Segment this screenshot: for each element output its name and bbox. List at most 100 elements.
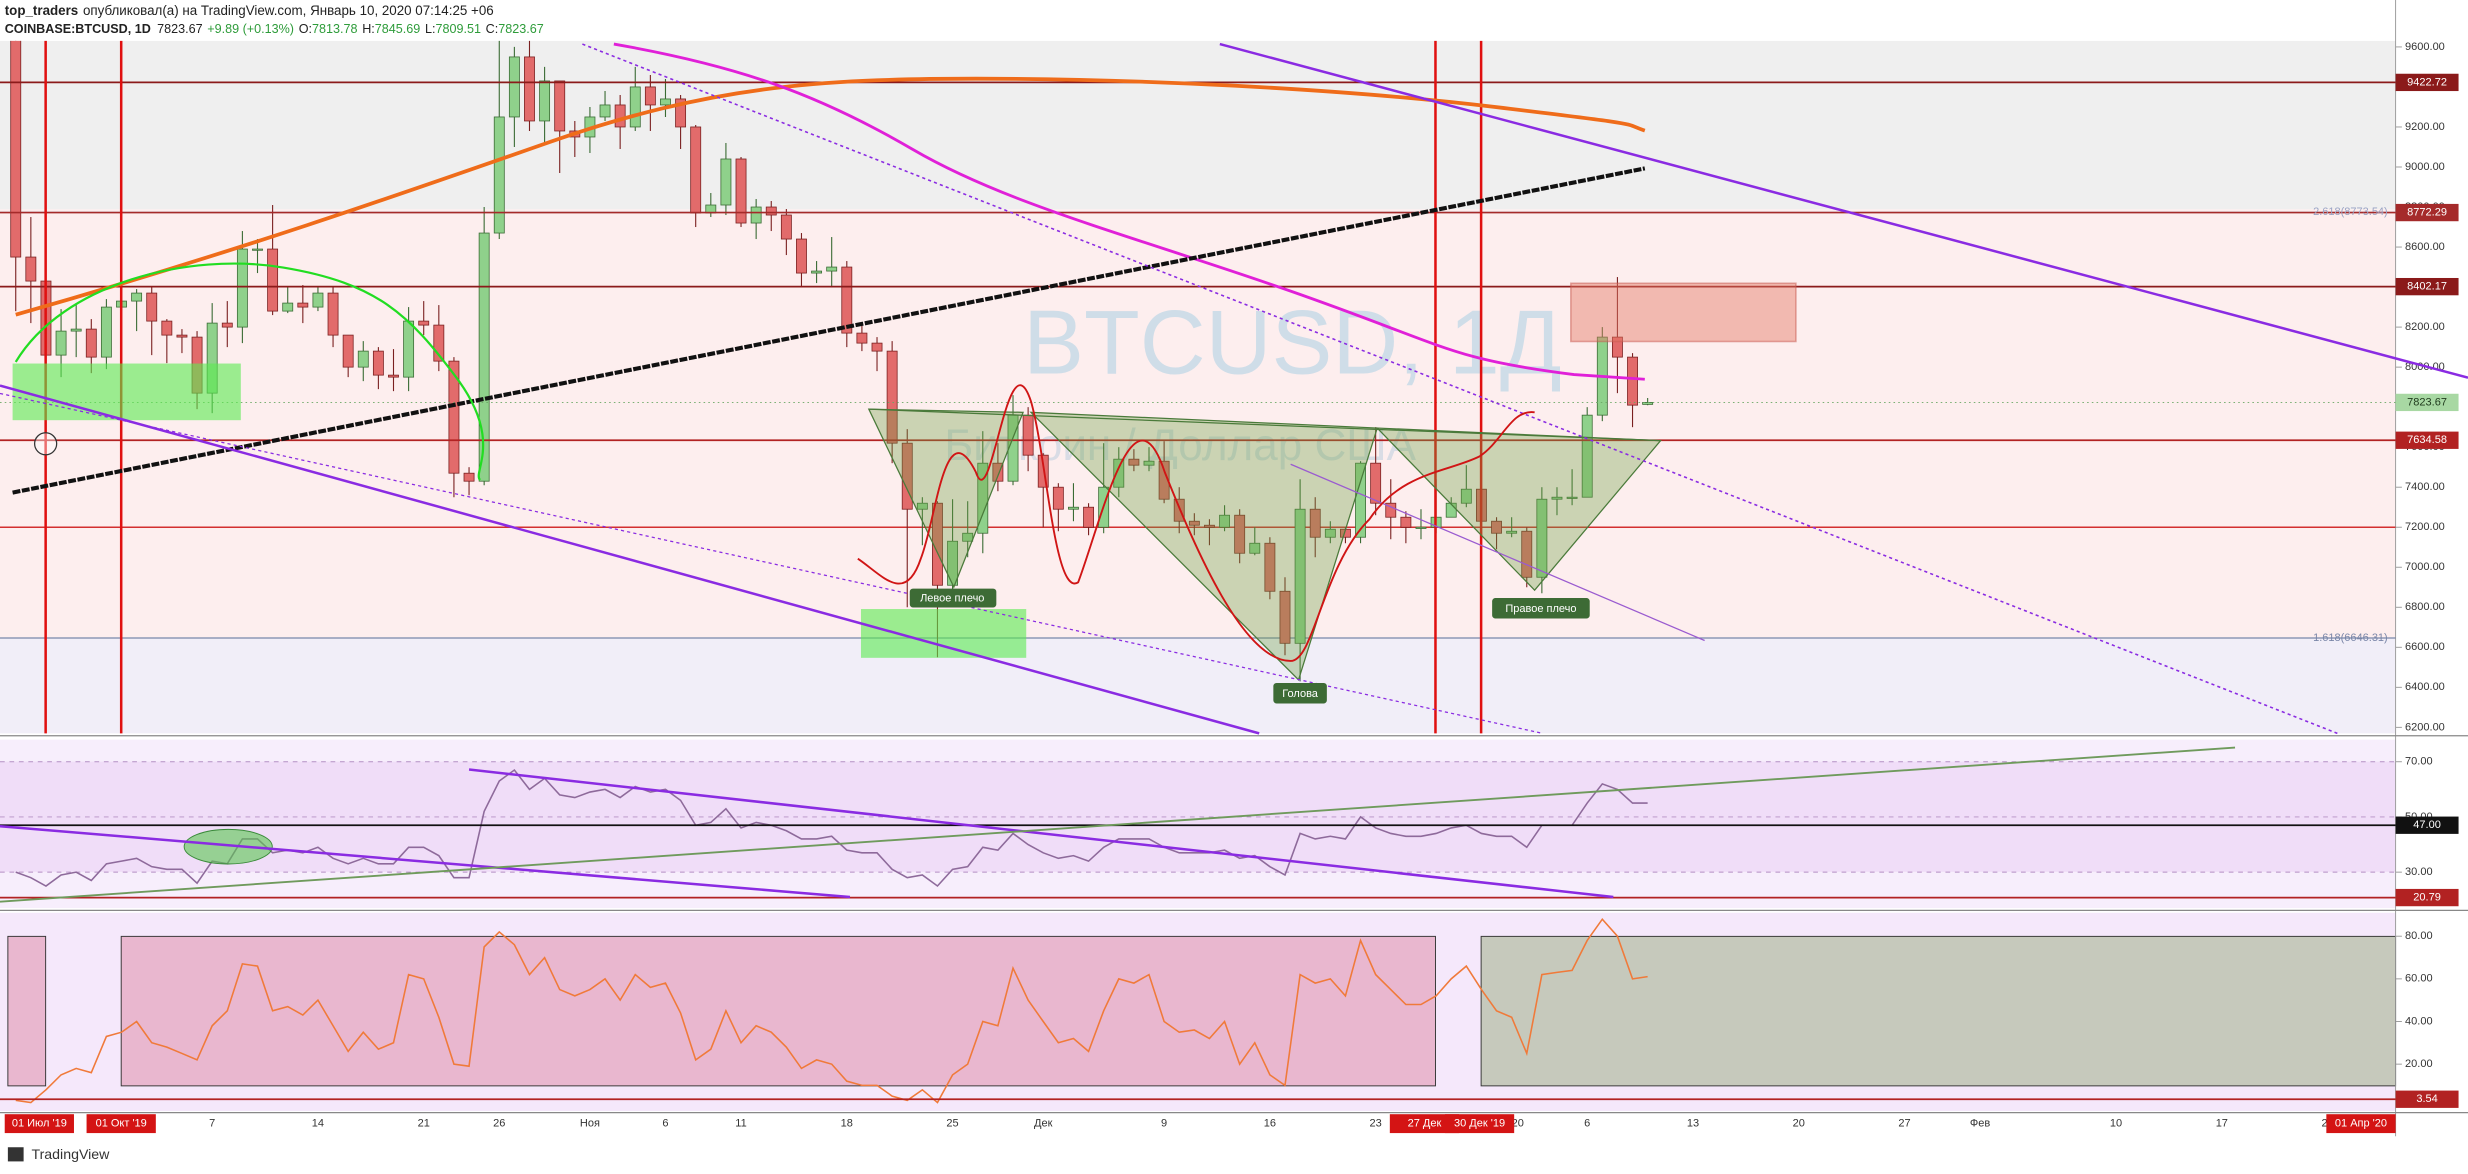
zone-box (120, 935, 1436, 1087)
candle-body (1083, 506, 1094, 528)
candle-body (1627, 356, 1638, 406)
candle-body (312, 292, 324, 308)
marker-label: 01 Июл '19 (12, 1118, 67, 1130)
candle-body (1460, 488, 1472, 504)
trend-line (468, 768, 1614, 899)
candle-body (1385, 502, 1397, 518)
candle-body (660, 98, 671, 106)
zone-box (12, 363, 241, 421)
marker-tag (2326, 1114, 2396, 1134)
fib-label: 2.618(8773.54) (2313, 206, 2388, 218)
last: 7823.67 (157, 22, 202, 36)
marker-label: 27 Дек (1408, 1118, 1442, 1130)
candle-body (176, 334, 188, 338)
candle-body (1324, 528, 1336, 538)
candle-body (10, 40, 22, 258)
level-label: 7634.58 (2407, 434, 2447, 446)
candle-body (1188, 520, 1200, 526)
candle-body (1022, 414, 1034, 456)
marker-label: 30 Дек '19 (1454, 1118, 1505, 1130)
x-tick-label: 11 (735, 1118, 746, 1130)
y-tick-label: 8200.00 (2405, 321, 2445, 333)
candle-body (932, 502, 943, 586)
x-tick-label: 9 (1161, 1118, 1167, 1130)
candle-body (735, 158, 747, 224)
x-tick-label: 23 (1370, 1118, 1382, 1130)
trend-line (0, 392, 1543, 734)
candle-body (856, 332, 868, 344)
change: +9.89 (+0.13%) (207, 22, 294, 36)
candle-body (403, 320, 415, 378)
candle-body (1551, 496, 1563, 500)
candle-body (1204, 524, 1215, 528)
marker-label: 01 Апр '20 (2335, 1118, 2387, 1130)
fib-label: 1.618(6646.31) (2313, 632, 2388, 644)
head (1029, 411, 1379, 682)
candle-body (1052, 486, 1064, 510)
marker-tag (1444, 1114, 1515, 1134)
candle-body (962, 532, 974, 542)
x-tick-label: 21 (418, 1118, 430, 1130)
y-tick-label: 6200.00 (2405, 721, 2445, 733)
candle-body (267, 248, 279, 312)
level-label: 9422.72 (2407, 76, 2447, 88)
x-tick-label: 10 (2110, 1118, 2122, 1130)
zone (0, 40, 2396, 210)
level-tag (2395, 1090, 2459, 1108)
marker-icon (33, 432, 58, 456)
candle-body (1566, 496, 1578, 499)
candle-body (675, 98, 687, 128)
candle-body (418, 320, 430, 326)
trend-line (0, 824, 851, 899)
candle-body (70, 328, 82, 332)
ohlc-label: C: (486, 22, 499, 36)
candle-body (977, 462, 989, 534)
x-tick-label: 7 (209, 1118, 215, 1130)
level-label: 47.00 (2413, 819, 2441, 831)
candle-body (1536, 498, 1548, 578)
candle-body (236, 248, 248, 328)
ma-line (15, 76, 1646, 317)
candle-body (448, 360, 460, 474)
y-tick-label: 60.00 (2405, 973, 2433, 985)
candle-body (433, 324, 445, 362)
trend-line (12, 166, 1646, 495)
annotation-box (909, 588, 997, 608)
y-tick-label: 7400.00 (2405, 481, 2445, 493)
candle-body (357, 350, 369, 368)
candle-body (1611, 336, 1623, 358)
x-tick-label: 14 (312, 1118, 324, 1130)
marker-label: 01 Окт '19 (96, 1118, 147, 1130)
y-tick-label: 70.00 (2405, 756, 2433, 768)
candle-body (886, 350, 898, 444)
candle-body (1506, 530, 1518, 534)
logo (7, 1147, 24, 1162)
candle-body (297, 302, 309, 308)
candle-body (614, 104, 626, 128)
candle-body (1642, 402, 1654, 405)
footer: TradingView (31, 1147, 110, 1163)
candle-body (478, 232, 490, 482)
published: опубликовал(а) на TradingView.com, Январ… (83, 3, 494, 18)
annotation: Левое плечо (920, 593, 984, 605)
trend-line (0, 746, 2236, 903)
candle-body (644, 86, 656, 106)
shoulder (867, 408, 1025, 589)
candle-body (690, 126, 702, 214)
zone-box (860, 609, 1027, 658)
candle-body (780, 214, 792, 240)
level-tag (2395, 816, 2459, 834)
candle-body (1581, 414, 1593, 498)
drawings: Левое плечо Голова Правое плечо (0, 42, 2468, 903)
neckline (868, 408, 1661, 442)
marker-tag (1389, 1114, 1460, 1134)
candle-body (539, 80, 551, 122)
x-tick-label: 25 (946, 1118, 958, 1130)
y-tick-label: 80.00 (2405, 930, 2433, 942)
candle-body (1355, 462, 1366, 538)
series-line (15, 917, 1648, 1104)
candle-body (1068, 506, 1079, 510)
candle-body (327, 292, 339, 336)
candle-body (161, 320, 173, 336)
